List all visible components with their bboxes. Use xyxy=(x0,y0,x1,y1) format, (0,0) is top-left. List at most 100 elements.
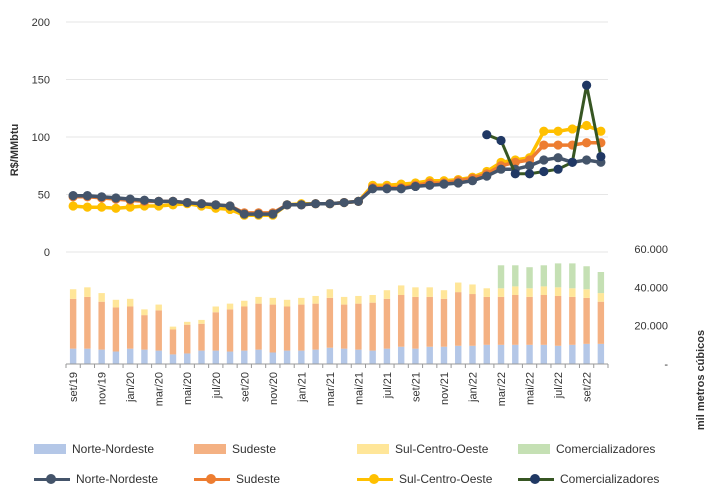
price-gridlines xyxy=(66,21,608,253)
bar-comercializadores xyxy=(512,265,519,287)
legend-label: Comercializadores xyxy=(560,472,660,486)
bar-sudeste xyxy=(283,306,291,351)
bar-comercializadores xyxy=(497,265,505,289)
bar-sudeste xyxy=(69,298,77,349)
x-tick-label: set/19 xyxy=(68,372,80,402)
point-norte-nordeste xyxy=(396,184,406,194)
legend-bar-comercializadores: Comercializadores xyxy=(518,442,655,456)
bar-comercializadores xyxy=(569,263,576,289)
bar-sul-centro-oeste xyxy=(255,296,262,304)
bar-sudeste xyxy=(98,301,105,350)
bar-sul-centro-oeste xyxy=(369,295,376,303)
bar-sul-centro-oeste xyxy=(126,298,134,307)
x-tick-label: nov/19 xyxy=(97,372,109,405)
x-tick-label: jul/22 xyxy=(553,372,565,399)
legend-label: Sul-Centro-Oeste xyxy=(395,442,489,456)
volume-tick-label: 40.000 xyxy=(634,282,668,294)
bar-sul-centro-oeste xyxy=(69,289,77,299)
point-sudeste xyxy=(582,138,592,148)
bar-norte-nordeste xyxy=(241,350,248,364)
bar-sudeste xyxy=(126,306,134,349)
price-lines xyxy=(68,80,606,220)
point-norte-nordeste xyxy=(239,209,249,219)
price-tick-label: 100 xyxy=(32,132,50,144)
bar-sudeste xyxy=(184,324,191,354)
bar-sul-centro-oeste xyxy=(283,299,291,307)
x-tick-label: mar/21 xyxy=(325,372,337,406)
legend-line-marker-norte-nordeste xyxy=(34,474,70,484)
point-norte-nordeste xyxy=(268,209,278,219)
bar-norte-nordeste xyxy=(141,349,148,364)
bar-comercializadores xyxy=(540,265,548,287)
volume-tick-label: - xyxy=(664,359,668,371)
line-legend: Norte-Nordeste Sudeste Sul-Centro-Oeste … xyxy=(0,472,717,492)
point-comercializadores xyxy=(496,135,506,146)
x-tick-label: jan/22 xyxy=(468,372,480,403)
bar-norte-nordeste xyxy=(84,348,91,364)
chart-svg: 0 50 100 150 200 - 20.000 40.000 60.000 set/19 nov… xyxy=(9,17,707,430)
point-comercializadores xyxy=(510,169,520,179)
point-norte-nordeste xyxy=(453,178,463,188)
point-sul-centro-oeste xyxy=(125,202,135,212)
legend-bar-sul-centro-oeste: Sul-Centro-Oeste xyxy=(357,442,488,456)
legend-line-comercializadores: Comercializadores xyxy=(518,472,659,486)
bar-sudeste xyxy=(298,304,305,351)
point-norte-nordeste xyxy=(282,200,292,210)
bar-sudeste xyxy=(84,296,91,349)
x-tick-label: set/21 xyxy=(410,372,422,402)
bar-sudeste xyxy=(526,296,533,345)
bar-norte-nordeste xyxy=(355,349,362,364)
bar-norte-nordeste xyxy=(212,350,219,364)
point-comercializadores xyxy=(567,157,577,167)
point-norte-nordeste xyxy=(410,181,421,192)
legend-swatch-norte-nordeste xyxy=(34,444,66,454)
bar-sudeste xyxy=(597,301,605,344)
point-sul-centro-oeste xyxy=(68,201,78,211)
volume-axis-label: mil metros cúbicos xyxy=(695,330,707,430)
bar-norte-nordeste xyxy=(540,344,548,364)
point-sul-centro-oeste xyxy=(582,120,592,131)
point-norte-nordeste xyxy=(482,171,492,181)
bar-sul-centro-oeste xyxy=(397,285,405,295)
point-norte-nordeste xyxy=(68,191,78,201)
bar-norte-nordeste xyxy=(512,344,519,364)
bar-sudeste xyxy=(241,306,248,351)
price-tick-label: 150 xyxy=(32,75,50,87)
point-norte-nordeste xyxy=(211,200,221,210)
bar-sul-centro-oeste xyxy=(554,287,562,296)
x-tick-label: mar/22 xyxy=(496,372,508,406)
bar-sul-centro-oeste xyxy=(469,284,476,295)
legend-line-sul-centro-oeste: Sul-Centro-Oeste xyxy=(357,472,492,486)
bar-sudeste xyxy=(497,296,505,345)
point-norte-nordeste xyxy=(125,194,135,204)
bar-sudeste xyxy=(426,296,433,347)
bar-norte-nordeste xyxy=(455,345,462,364)
bar-sul-centro-oeste xyxy=(583,289,590,298)
bar-norte-nordeste xyxy=(283,350,291,364)
bar-sudeste xyxy=(512,295,519,345)
bar-legend: Norte-Nordeste Sudeste Sul-Centro-Oeste … xyxy=(0,442,717,462)
price-axis-label: R$/MMbtu xyxy=(9,124,21,177)
bar-norte-nordeste xyxy=(198,350,205,364)
bar-sudeste xyxy=(141,315,148,350)
bar-sul-centro-oeste xyxy=(597,293,605,302)
x-tick-label: mai/21 xyxy=(353,372,365,405)
point-sul-centro-oeste xyxy=(567,124,577,134)
bar-sudeste xyxy=(483,296,490,345)
x-tick-label: jul/20 xyxy=(211,372,223,399)
legend-label: Comercializadores xyxy=(556,442,656,456)
legend-line-norte-nordeste: Norte-Nordeste xyxy=(34,472,158,486)
point-sudeste xyxy=(553,140,563,150)
bar-norte-nordeste xyxy=(440,346,448,364)
bar-sul-centro-oeste xyxy=(355,295,362,304)
bar-norte-nordeste xyxy=(226,351,234,364)
bar-norte-nordeste xyxy=(554,345,562,364)
point-norte-nordeste xyxy=(168,196,178,206)
bar-sudeste xyxy=(269,304,277,353)
point-norte-nordeste xyxy=(225,201,235,211)
bar-sudeste xyxy=(312,303,319,350)
point-norte-nordeste xyxy=(154,196,164,206)
bar-norte-nordeste xyxy=(98,349,105,364)
x-tick-label: nov/21 xyxy=(439,372,451,405)
x-tick-label: jan/21 xyxy=(296,372,308,403)
